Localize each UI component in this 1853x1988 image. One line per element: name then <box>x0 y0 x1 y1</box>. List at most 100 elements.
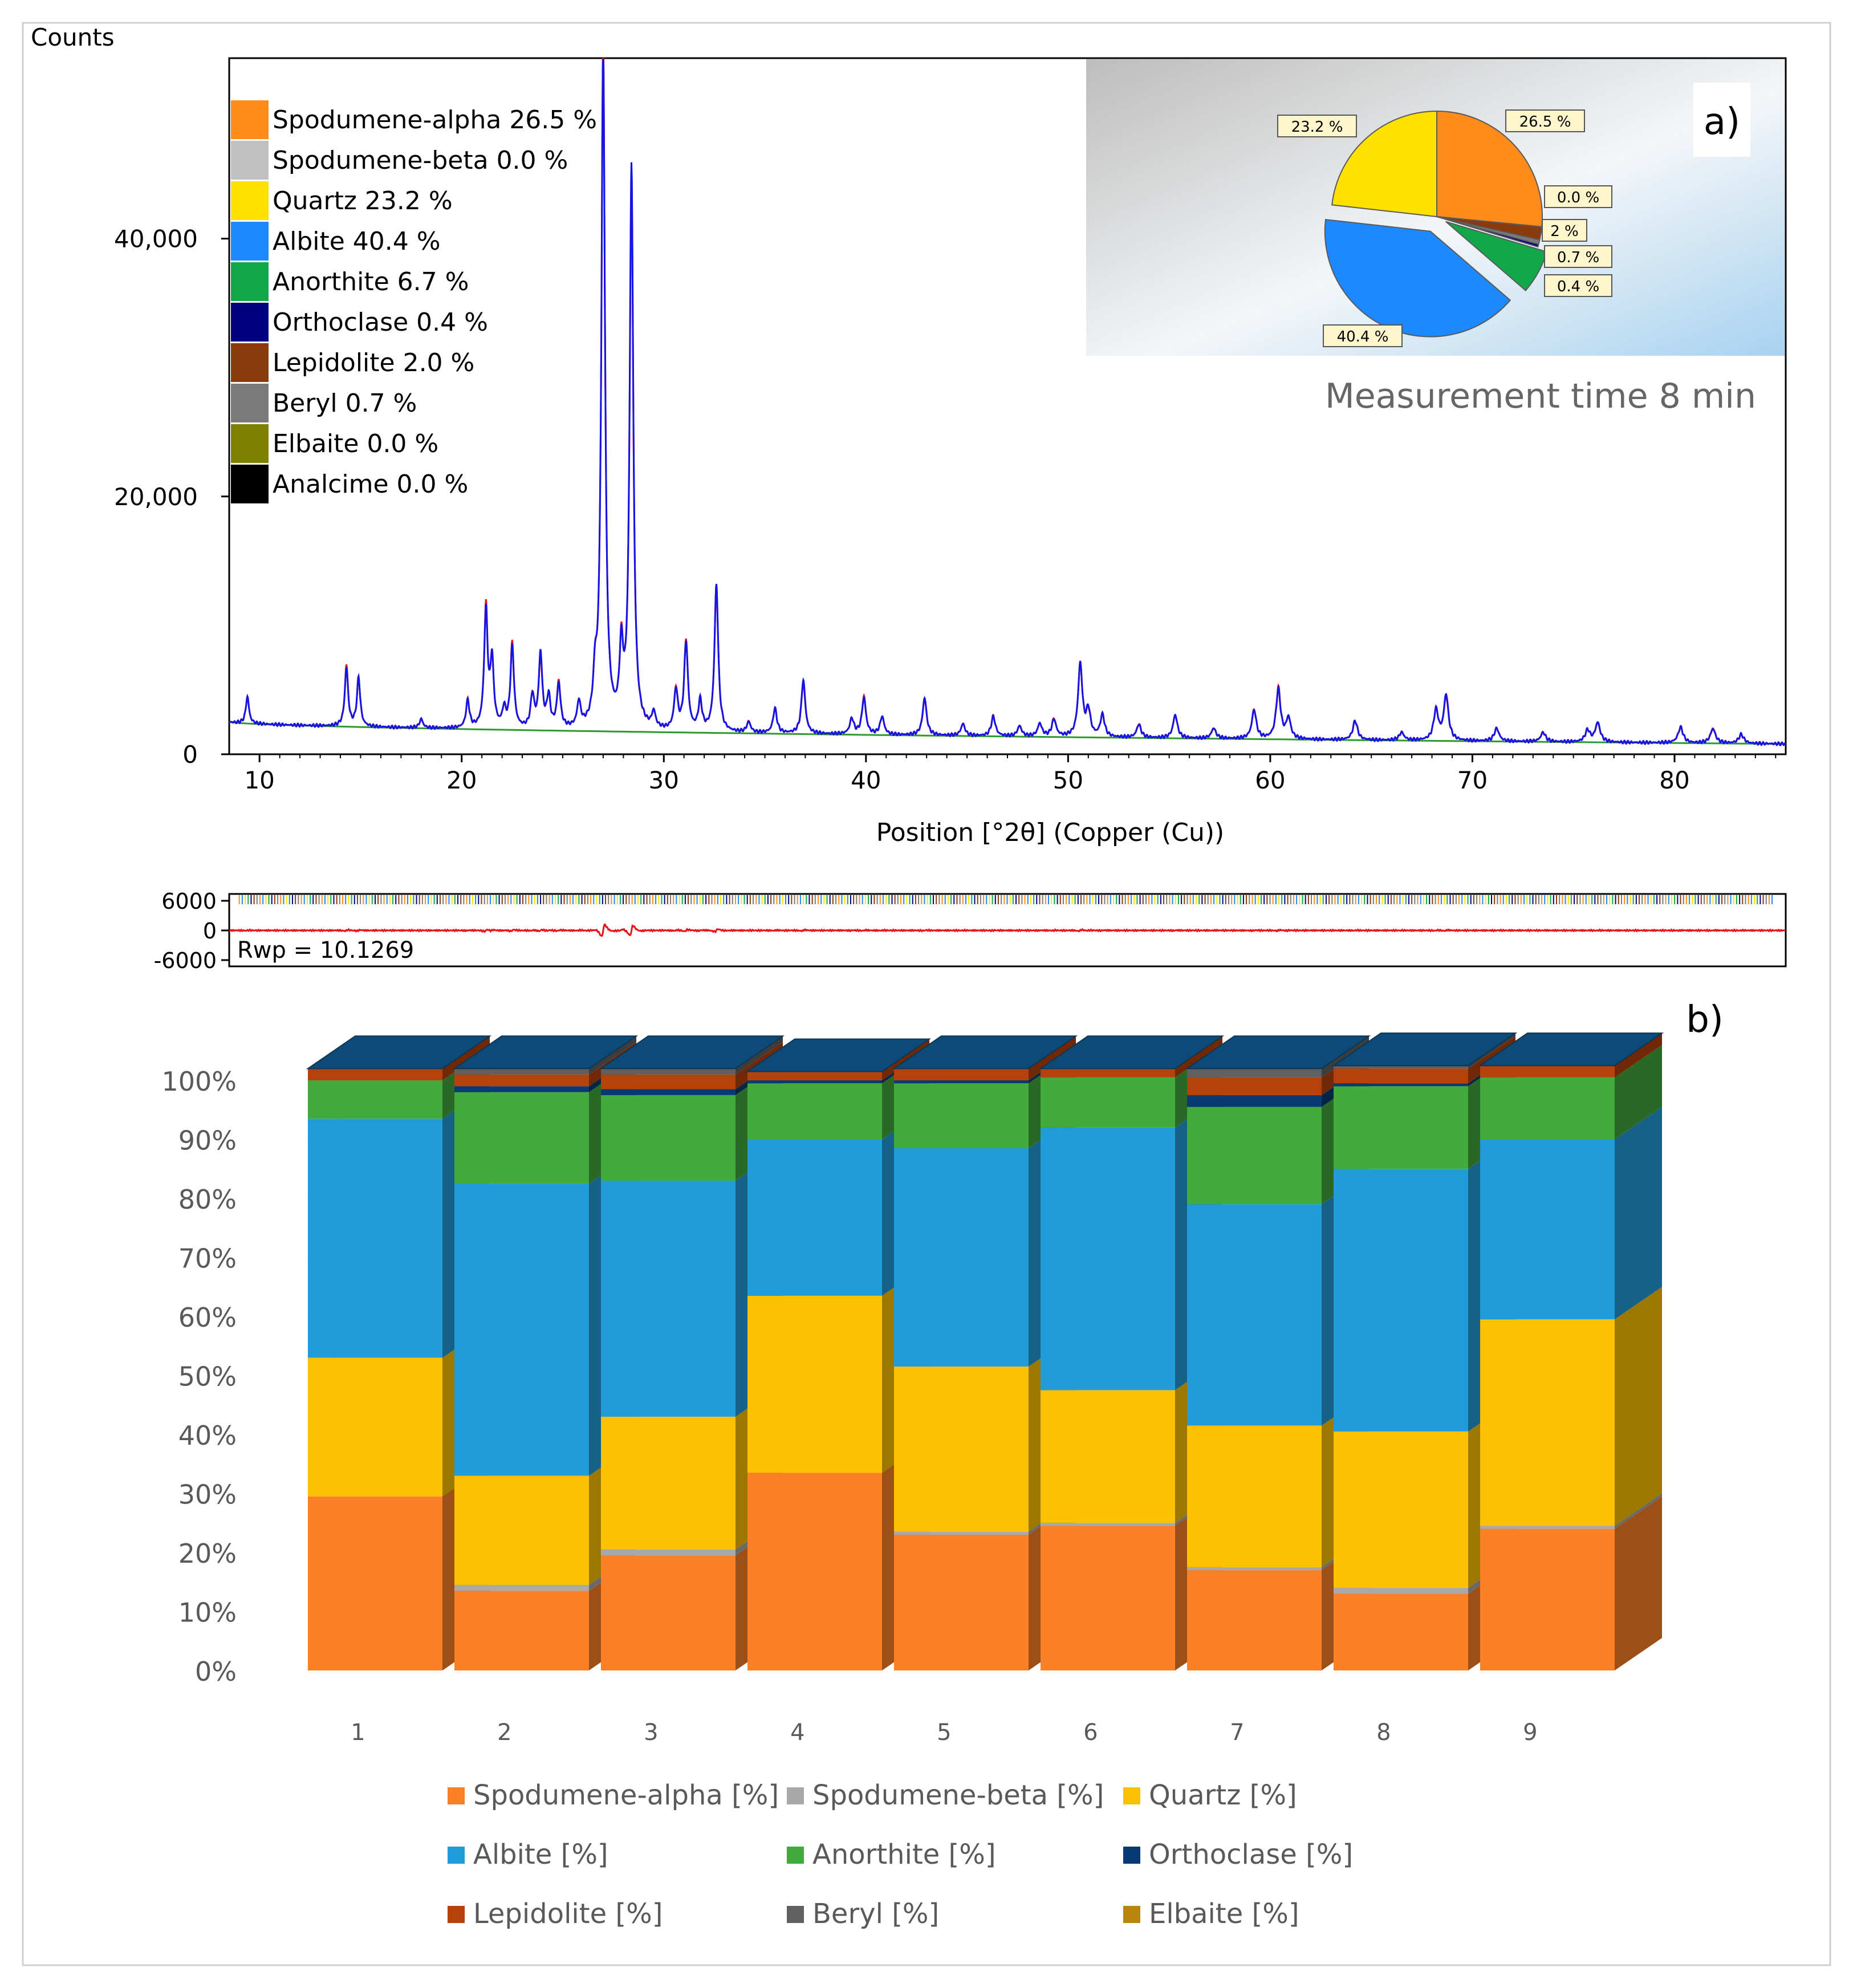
bar-segment <box>1334 1588 1468 1594</box>
bar-segment <box>1187 1425 1322 1567</box>
bar-segment <box>1187 1095 1322 1107</box>
bar-top-face <box>892 1035 1078 1070</box>
bar-segment <box>601 1549 735 1556</box>
bar-segment <box>1187 1204 1322 1426</box>
bar-segment <box>1187 1570 1322 1670</box>
bar-segment <box>1041 1523 1175 1526</box>
bar-segment <box>1041 1068 1175 1078</box>
legend-swatch <box>231 465 269 503</box>
bar-segment <box>747 1071 882 1080</box>
bar-x-tick-label: 5 <box>937 1719 951 1746</box>
bar-segment <box>1480 1077 1615 1140</box>
bar-y-tick-label: 50% <box>178 1361 237 1392</box>
legend-swatch <box>231 424 269 463</box>
bar-legend-swatch <box>787 1787 804 1804</box>
bar-y-tick-label: 90% <box>178 1125 237 1156</box>
bar-y-tick-label: 40% <box>178 1420 237 1451</box>
bar-segment <box>308 1068 442 1080</box>
bar-segment <box>601 1095 735 1181</box>
legend-label: Spodumene-alpha 26.5 % <box>273 105 597 135</box>
bar-segment-side <box>589 1036 636 1075</box>
bar-segment <box>308 1080 442 1119</box>
bar-segment <box>1334 1431 1468 1588</box>
bar-x-tick-label: 2 <box>497 1719 511 1746</box>
x-tick-label: 60 <box>1255 766 1285 794</box>
legend-swatch <box>231 262 269 301</box>
bar-legend-label: Spodumene-alpha [%] <box>473 1779 779 1811</box>
pie-label-box <box>1277 115 1357 137</box>
bar-legend-swatch <box>1123 1906 1140 1923</box>
legend-label: Orthoclase 0.4 % <box>273 308 488 337</box>
bar-segment-side <box>1615 1493 1662 1529</box>
legend-swatch <box>231 384 269 422</box>
bar-segment <box>894 1068 1029 1080</box>
pie-label: 23.2 % <box>1291 119 1343 136</box>
bar-y-tick-label: 60% <box>178 1302 237 1333</box>
bar-segment-side <box>1615 1044 1662 1140</box>
difference-y-ticks: 6000 0 -6000 <box>154 889 229 973</box>
bar-segment <box>1334 1068 1468 1084</box>
bar-x-tick-label: 3 <box>644 1719 658 1746</box>
phase-pie-chart: 26.5 % 0.0 % 2 % 0.7 % 0.4 % 40.4 % 23.2 % <box>1277 109 1612 347</box>
bar-segment <box>454 1092 589 1184</box>
bar-segment-side <box>1615 1033 1662 1078</box>
bar-segment <box>894 1148 1029 1367</box>
bar-legend-swatch <box>1123 1847 1140 1864</box>
bar-segment-side <box>1615 1496 1662 1670</box>
bar-segment <box>454 1184 589 1476</box>
bar-segment <box>601 1074 735 1089</box>
bar-y-tick-label: 80% <box>178 1184 237 1215</box>
bar-y-tick-label: 0% <box>195 1656 237 1687</box>
bar-x-tick-label: 7 <box>1230 1719 1244 1746</box>
bar-segment <box>454 1086 589 1092</box>
bar-top-face <box>1478 1032 1664 1067</box>
bar-top-face <box>306 1035 492 1070</box>
bar-segment-side <box>1615 1107 1662 1320</box>
bar-segment <box>1187 1107 1322 1205</box>
bar-segment <box>1480 1139 1615 1320</box>
bar-top-face <box>1331 1032 1518 1067</box>
bar-segment <box>747 1083 882 1140</box>
bar-segment <box>1480 1526 1615 1529</box>
x-tick-label: 10 <box>244 766 274 794</box>
bar-segment <box>1041 1077 1175 1128</box>
bar-segment <box>308 1119 442 1358</box>
bar-y-tick-label: 30% <box>178 1479 237 1510</box>
bar-legend-label: Beryl [%] <box>812 1898 939 1930</box>
bar-segment <box>1334 1083 1468 1087</box>
pie-label: 2 % <box>1550 223 1579 240</box>
pie-label: 26.5 % <box>1519 113 1571 131</box>
bar-legend-label: Albite [%] <box>473 1839 608 1871</box>
bar-segment <box>747 1473 882 1670</box>
pie-slice <box>1436 110 1543 227</box>
y-axis-ticks: 0 20,000 40,000 <box>114 225 229 769</box>
panel-label-b: b) <box>1686 999 1724 1041</box>
bar-segment <box>601 1180 735 1417</box>
pie-label-box <box>1544 185 1612 208</box>
diff-tick-label: 6000 <box>161 889 217 914</box>
legend-swatch <box>231 222 269 261</box>
bar-segment <box>454 1074 589 1087</box>
legend-label: Quartz 23.2 % <box>273 186 453 216</box>
bar-segment <box>1480 1528 1615 1670</box>
bar-x-axis-ticks: 1 2 3 4 5 6 7 8 9 <box>351 1719 1537 1746</box>
bar-legend-label: Anorthite [%] <box>812 1839 996 1871</box>
bar-legend-label: Orthoclase [%] <box>1149 1839 1353 1871</box>
bar-legend-swatch <box>448 1787 465 1804</box>
bar-segment-side <box>882 1039 929 1080</box>
bar-x-tick-label: 6 <box>1083 1719 1098 1746</box>
bar-legend-swatch <box>448 1906 465 1923</box>
bar-y-tick-label: 100% <box>161 1066 237 1097</box>
bar-segment <box>1334 1066 1468 1069</box>
panel-label-a: a) <box>1704 101 1740 143</box>
pie-label-box <box>1544 245 1612 268</box>
xrd-profile-lines <box>229 58 1786 746</box>
bar-legend-label: Lepidolite [%] <box>473 1898 663 1930</box>
difference-panel: 6000 0 -6000 Rwp = 10.1269 <box>154 889 1787 973</box>
bar-segment <box>601 1555 735 1670</box>
difference-curve <box>229 923 1786 937</box>
bar-segment <box>1187 1077 1322 1095</box>
bar-segment-side <box>1029 1036 1076 1080</box>
bar-y-tick-label: 20% <box>178 1538 237 1569</box>
